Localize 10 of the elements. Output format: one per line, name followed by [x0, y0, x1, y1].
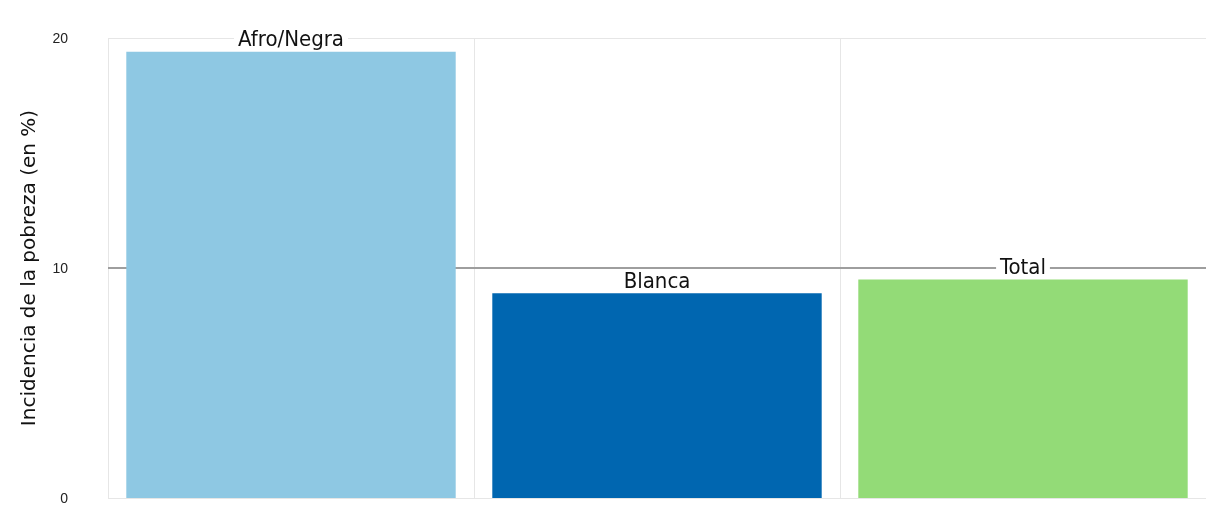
x-tick-label: Afro/Negra — [238, 26, 344, 52]
bar — [126, 51, 456, 498]
y-tick-label: 20 — [52, 30, 69, 46]
bar — [492, 293, 822, 498]
x-tick-label: Total — [999, 254, 1046, 279]
y-tick-label: 10 — [52, 260, 69, 276]
bar — [858, 279, 1188, 498]
y-axis-title: Incidencia de la pobreza (en %) — [16, 109, 40, 427]
x-tick-label: Blanca — [623, 267, 691, 293]
y-tick-label: 0 — [60, 490, 69, 506]
